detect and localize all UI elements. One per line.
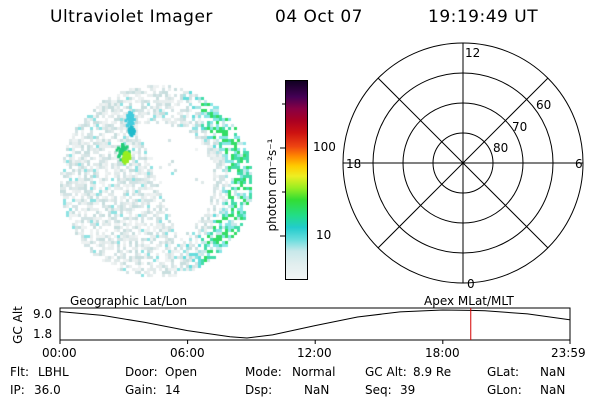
glat-value: NaN — [540, 365, 566, 379]
mlt-label-0: 0 — [467, 277, 475, 291]
lat-label-70: 70 — [512, 120, 528, 134]
auroral-image[interactable] — [60, 70, 260, 290]
mlt-label-12: 12 — [465, 46, 481, 60]
y-tick-high: 9.0 — [33, 307, 53, 321]
mode-label: Mode: — [245, 365, 282, 379]
dsp-label: Dsp: — [245, 383, 273, 397]
y-tick-low: 1.8 — [33, 327, 53, 341]
seq-label: Seq: — [365, 383, 392, 397]
colorbar-tick-100: 100 — [313, 140, 336, 154]
filter-value: LBHL — [38, 365, 69, 379]
filter-label: Flt: — [10, 365, 29, 379]
x-tick-2359: 23:59 — [551, 346, 586, 360]
timeline-frame — [59, 307, 571, 341]
gain-value: 14 — [165, 383, 181, 397]
polar-diagonal-2 — [377, 77, 549, 249]
observation-date: 04 Oct 07 — [275, 7, 363, 27]
colorbar-tick-10: 10 — [316, 228, 332, 242]
dsp-value: NaN — [304, 383, 330, 397]
observation-time: 19:19:49 UT — [428, 7, 539, 27]
gc-alt-line — [59, 309, 570, 339]
glon-label: GLon: — [487, 383, 522, 397]
instrument-title: Ultraviolet Imager — [50, 7, 213, 27]
lat-label-60: 60 — [536, 98, 552, 112]
ip-value: 36.0 — [34, 383, 61, 397]
mlt-label-18: 18 — [346, 157, 362, 171]
mlt-label-6: 6 — [575, 157, 583, 171]
x-tick-0600: 06:00 — [170, 346, 205, 360]
ip-label: IP: — [10, 383, 25, 397]
glon-value: NaN — [540, 383, 566, 397]
gc-alt-label: GC Alt: — [365, 365, 407, 379]
mode-value: Normal — [292, 365, 336, 379]
gain-label: Gain: — [125, 383, 157, 397]
lat-label-80: 80 — [493, 141, 509, 155]
door-label: Door: — [125, 365, 158, 379]
x-tick-1800: 18:00 — [425, 346, 460, 360]
gc-alt-value: 8.9 Re — [413, 365, 452, 379]
seq-value: 39 — [400, 383, 416, 397]
colorbar — [285, 80, 308, 280]
glat-label: GLat: — [487, 365, 520, 379]
x-tick-1200: 12:00 — [297, 346, 332, 360]
timeline-left-title: Geographic Lat/Lon — [70, 294, 188, 308]
door-value: Open — [165, 365, 198, 379]
x-tick-0000: 00:00 — [42, 346, 77, 360]
timeline-right-title: Apex MLat/MLT — [424, 294, 514, 308]
